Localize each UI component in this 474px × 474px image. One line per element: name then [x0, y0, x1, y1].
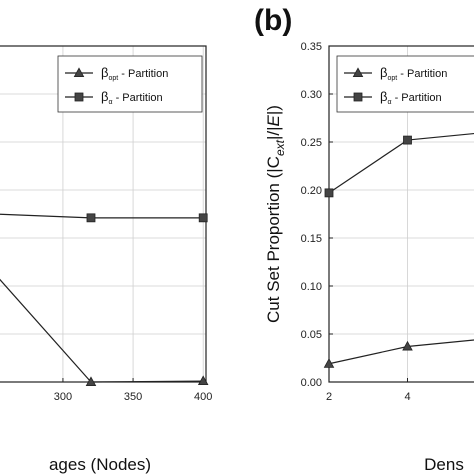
legend-entry-base: β [380, 65, 387, 80]
y-axis-title-part: |) [264, 105, 283, 115]
x-tick-label: 4 [404, 391, 410, 403]
legend-marker [352, 67, 364, 77]
x-tick-label: 400 [194, 391, 212, 403]
y-tick-label: 0.30 [301, 89, 322, 101]
data-point [323, 358, 335, 368]
legend-entry-base: β [101, 89, 108, 104]
series-line [0, 278, 204, 383]
legend-entry-suffix: - Partition [118, 68, 168, 80]
x-axis-title: Dens [424, 455, 464, 474]
y-tick-label: 0.10 [301, 281, 322, 293]
data-point [85, 376, 97, 387]
y-axis-title: Cut Set Proportion (|Cext|/|E|) [264, 105, 287, 323]
legend-entry: βopt - Partition [380, 65, 447, 82]
legend-entry: βopt - Partition [101, 65, 168, 82]
legend-entry-base: β [380, 89, 387, 104]
data-point [197, 375, 209, 386]
legend-box [57, 55, 203, 113]
data-point [324, 188, 334, 198]
legend-entry: βα - Partition [380, 89, 442, 106]
legend-marker [74, 92, 84, 102]
legend-entry: βα - Partition [101, 89, 163, 106]
y-axis-title-italic: E [264, 114, 283, 126]
x-axis-title: ages (Nodes) [49, 455, 151, 474]
y-tick-label: 0.35 [301, 41, 322, 53]
y-tick-label: 0.25 [301, 137, 322, 149]
legend-box [336, 55, 474, 113]
legend-entry-suffix: - Partition [397, 68, 447, 80]
x-tick-label: 300 [54, 391, 72, 403]
legend-marker [73, 67, 85, 77]
data-point [403, 135, 412, 145]
y-tick-label: 0.05 [301, 329, 322, 341]
series-line [328, 339, 474, 365]
data-point [402, 340, 413, 351]
legend-entry-base: β [101, 65, 108, 80]
legend-entry-subscript: opt [108, 75, 118, 82]
data-point [198, 213, 208, 223]
y-axis-title-subscript: ext [273, 139, 287, 156]
legend-entry-suffix: - Partition [113, 92, 163, 104]
panel-b: 0.00 0.05 0.10 0.15 0.20 0.25 0.30 0.35 2 4 Dens Cu… [254, 4, 474, 474]
y-tick-label: 0.00 [301, 377, 322, 389]
y-axis-title-part: |/| [264, 126, 283, 140]
legend-entry-subscript: opt [387, 75, 397, 82]
panel-label: (b) [254, 4, 292, 37]
legend-entry-suffix: - Partition [392, 92, 442, 104]
legend-entry-subscript: α [108, 99, 112, 106]
y-axis-title-part: Cut Set Proportion (|C [264, 156, 283, 323]
legend-marker [353, 92, 363, 102]
x-tick-label: 350 [124, 391, 142, 403]
series-line [0, 213, 204, 219]
y-tick-label: 0.20 [301, 185, 322, 197]
series-line [328, 132, 474, 194]
x-tick-label: 2 [326, 391, 332, 403]
y-tick-label: 0.15 [301, 233, 322, 245]
data-point [86, 213, 96, 223]
legend-entry-subscript: α [387, 99, 391, 106]
